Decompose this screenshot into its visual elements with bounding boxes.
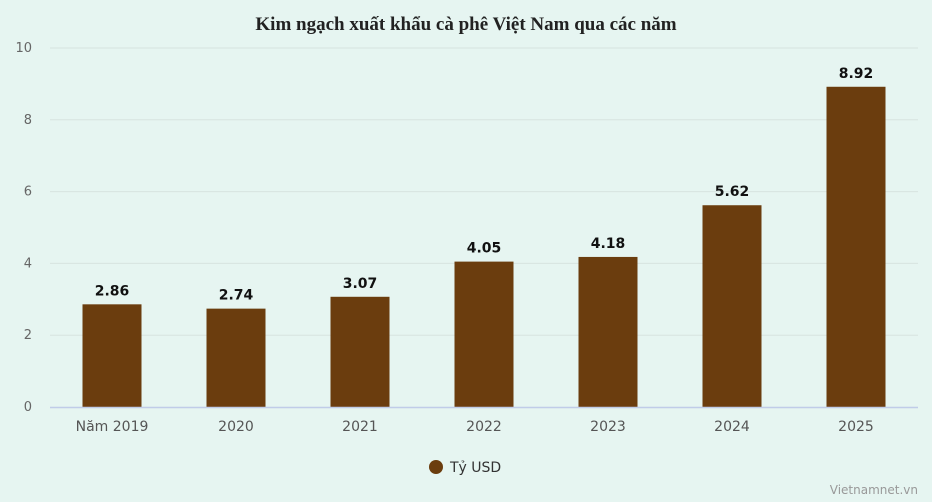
bars xyxy=(82,86,886,407)
grid-lines xyxy=(50,47,918,336)
data-label: 2.86 xyxy=(95,283,130,299)
x-axis: Năm 2019 2020 2021 2022 2023 2024 2025 xyxy=(50,406,918,435)
bar[interactable] xyxy=(702,205,762,407)
bar[interactable] xyxy=(454,261,514,407)
chart-title: Kim ngạch xuất khẩu cà phê Việt Nam qua … xyxy=(255,14,676,35)
x-tick-label: 2022 xyxy=(466,419,502,435)
data-label: 4.18 xyxy=(591,236,626,252)
y-tick-label: 4 xyxy=(24,256,32,271)
x-tick-label: 2020 xyxy=(218,419,254,435)
y-axis: 0 2 4 6 8 10 xyxy=(15,41,32,415)
y-tick-label: 0 xyxy=(24,400,32,415)
x-tick-label: 2025 xyxy=(838,419,874,435)
legend-marker xyxy=(429,460,443,474)
bar[interactable] xyxy=(82,304,142,407)
y-tick-label: 2 xyxy=(24,328,32,343)
bar[interactable] xyxy=(330,296,390,407)
bar[interactable] xyxy=(578,256,638,407)
data-labels: 2.86 2.74 3.07 4.05 4.18 5.62 8.92 xyxy=(95,66,874,304)
legend-label: Tỷ USD xyxy=(449,460,501,476)
credit-text: Vietnamnet.vn xyxy=(830,483,918,497)
x-tick-label: 2021 xyxy=(342,419,378,435)
data-label: 2.74 xyxy=(219,288,254,304)
bar[interactable] xyxy=(206,308,266,407)
x-tick-label: 2024 xyxy=(714,419,750,435)
data-label: 4.05 xyxy=(467,241,502,257)
y-tick-label: 6 xyxy=(24,185,32,200)
data-label: 8.92 xyxy=(839,66,874,82)
legend[interactable]: Tỷ USD xyxy=(429,460,501,476)
data-label: 3.07 xyxy=(343,276,378,292)
y-tick-label: 8 xyxy=(24,113,32,128)
y-tick-label: 10 xyxy=(15,41,32,56)
x-tick-label: 2023 xyxy=(590,419,626,435)
bar[interactable] xyxy=(826,86,886,407)
data-label: 5.62 xyxy=(715,184,750,200)
x-tick-label: Năm 2019 xyxy=(76,419,149,435)
